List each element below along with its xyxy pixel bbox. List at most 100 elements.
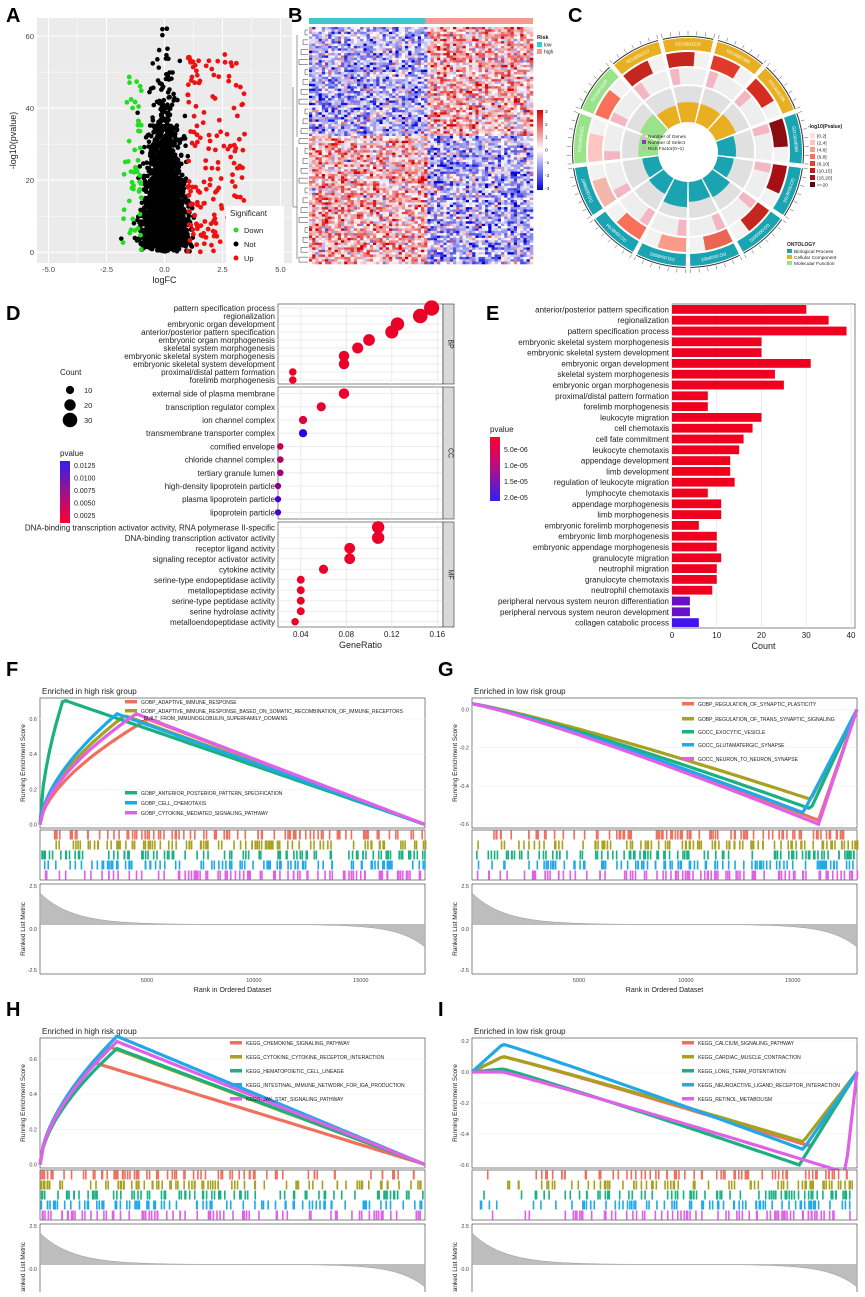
heatmap-cell [437, 36, 441, 39]
heatmap-cell [520, 82, 524, 85]
heatmap-cell [456, 29, 460, 32]
point-not [169, 240, 174, 245]
heatmap-cell [379, 44, 383, 47]
heatmap-cell [517, 48, 521, 51]
heatmap-cell [437, 65, 441, 68]
heatmap-cell [482, 77, 486, 80]
heatmap-cell [319, 27, 323, 30]
heatmap-cell [485, 77, 489, 80]
heatmap-cell [319, 79, 323, 82]
heatmap-cell [527, 84, 531, 87]
heatmap-cell [437, 48, 441, 51]
heatmap-cell [411, 44, 415, 47]
heatmap-cell [312, 39, 316, 42]
heatmap-cell [399, 51, 403, 54]
heatmap-cell [527, 74, 531, 77]
heatmap-cell [434, 58, 438, 61]
point-up [242, 132, 247, 137]
heatmap-cell [357, 60, 361, 63]
heatmap-cell [498, 84, 502, 87]
heatmap-cell [453, 51, 457, 54]
heatmap-cell [341, 91, 345, 94]
heatmap-cell [331, 72, 335, 75]
heatmap-cell [495, 36, 499, 39]
heatmap-cell [367, 79, 371, 82]
heatmap-cell [424, 63, 428, 66]
heatmap-cell [504, 65, 508, 68]
heatmap-cell [479, 86, 483, 89]
point-down [135, 123, 140, 128]
heatmap-cell [344, 82, 348, 85]
point-down [139, 195, 144, 200]
heatmap-cell [501, 82, 505, 85]
heatmap-cell [431, 60, 435, 63]
heatmap-cell [354, 74, 358, 77]
heatmap-cell [453, 58, 457, 61]
heatmap-cell [389, 34, 393, 37]
heatmap-cell [447, 58, 451, 61]
point-up [208, 177, 213, 182]
heatmap-cell [351, 86, 355, 89]
heatmap-cell [501, 46, 505, 49]
heatmap-cell [367, 51, 371, 54]
heatmap-cell [351, 53, 355, 56]
heatmap-cell [389, 60, 393, 63]
heatmap-cell [447, 74, 451, 77]
point-up [238, 85, 243, 90]
point-up [211, 73, 216, 78]
heatmap-cell [466, 53, 470, 56]
heatmap-cell [383, 39, 387, 42]
heatmap-cell [437, 46, 441, 49]
heatmap-cell [504, 82, 508, 85]
heatmap-cell [443, 91, 447, 94]
heatmap-cell [434, 91, 438, 94]
heatmap-cell [367, 48, 371, 51]
heatmap-cell [328, 74, 332, 77]
heatmap-cell [405, 29, 409, 32]
heatmap-cell [331, 53, 335, 56]
heatmap-cell [498, 55, 502, 58]
heatmap-cell [530, 48, 534, 51]
heatmap-cell [437, 63, 441, 66]
heatmap-cell [511, 36, 514, 39]
heatmap-cell [434, 48, 438, 51]
heatmap-cell [370, 29, 374, 32]
heatmap-cell [328, 36, 332, 39]
heatmap-cell [309, 36, 313, 39]
heatmap-cell [517, 84, 521, 87]
panel-letter-D: D [6, 303, 20, 325]
point-not [135, 110, 140, 115]
heatmap-cell [527, 86, 531, 89]
heatmap-cell [530, 46, 534, 49]
heatmap-cell [395, 89, 399, 92]
heatmap-cell [383, 32, 387, 35]
point-up [232, 161, 237, 166]
heatmap-cell [347, 96, 351, 99]
heatmap-cell [523, 27, 527, 30]
heatmap-cell [514, 55, 518, 58]
heatmap-cell [338, 34, 342, 37]
heatmap-cell [415, 72, 419, 75]
heatmap-cell [411, 91, 415, 94]
point-not [164, 158, 169, 163]
heatmap-cell [415, 34, 419, 37]
heatmap-cell [363, 86, 367, 89]
heatmap-cell [322, 82, 326, 85]
heatmap-cell [469, 86, 473, 89]
heatmap-cell [351, 93, 355, 96]
heatmap-cell [399, 58, 403, 61]
heatmap-cell [370, 91, 374, 94]
heatmap-cell [507, 53, 511, 56]
heatmap-cell [331, 29, 335, 32]
heatmap-cell [459, 70, 463, 73]
point-not [151, 161, 156, 166]
heatmap-cell [495, 77, 499, 80]
heatmap-cell [392, 29, 396, 32]
heatmap-cell [424, 48, 428, 51]
heatmap-cell [485, 34, 489, 37]
heatmap-cell [450, 60, 454, 63]
heatmap-cell [415, 32, 419, 35]
point-up [219, 203, 224, 208]
heatmap-cell [408, 98, 412, 101]
heatmap-cell [472, 46, 476, 49]
